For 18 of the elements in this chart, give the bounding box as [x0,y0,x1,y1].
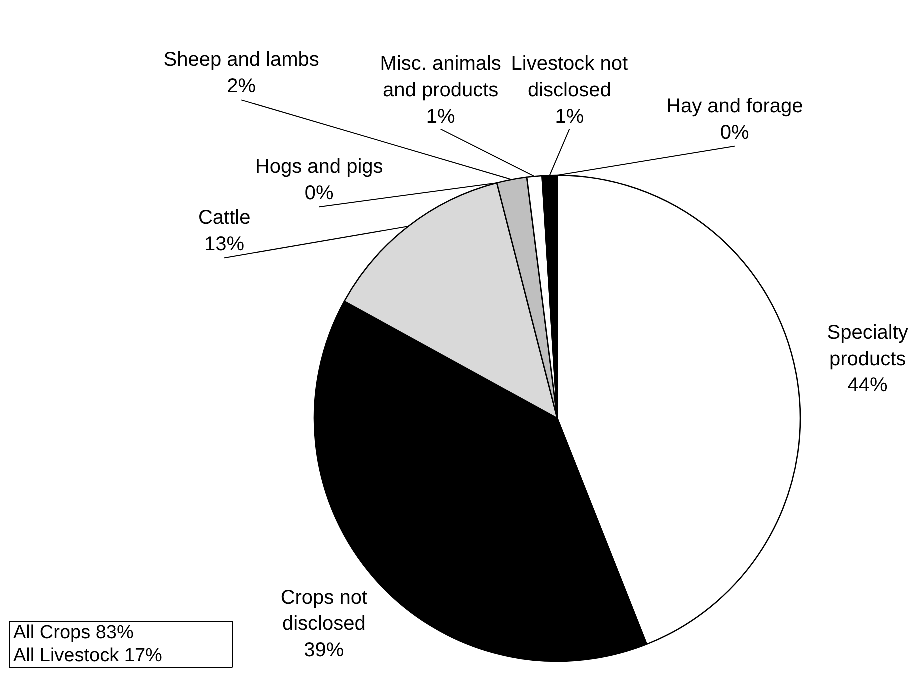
data-label: 2% [227,76,256,98]
data-label: 13% [204,234,245,256]
category-label: Hay and forage [666,95,804,118]
data-label: 44% [848,374,888,397]
slice-label: Misc. animals and products [380,53,502,102]
slice-label: Sheep and lambs [164,49,320,72]
slice-label: Crops not disclosed [280,586,368,636]
slice-label: Cattle [198,207,251,230]
data-label: 1% [426,106,456,128]
text: 0% [720,122,750,144]
text: All Crops 83% [14,622,134,644]
data-label: 1% [555,106,584,128]
data-label: 39% [304,640,344,662]
category-label: Hogs and pigs [255,156,384,178]
text: 0% [304,182,334,205]
slice-label: Livestock not disclosed [511,53,628,102]
text: All Livestock 17% [14,646,163,666]
slice-label: Specialty products [827,322,908,370]
